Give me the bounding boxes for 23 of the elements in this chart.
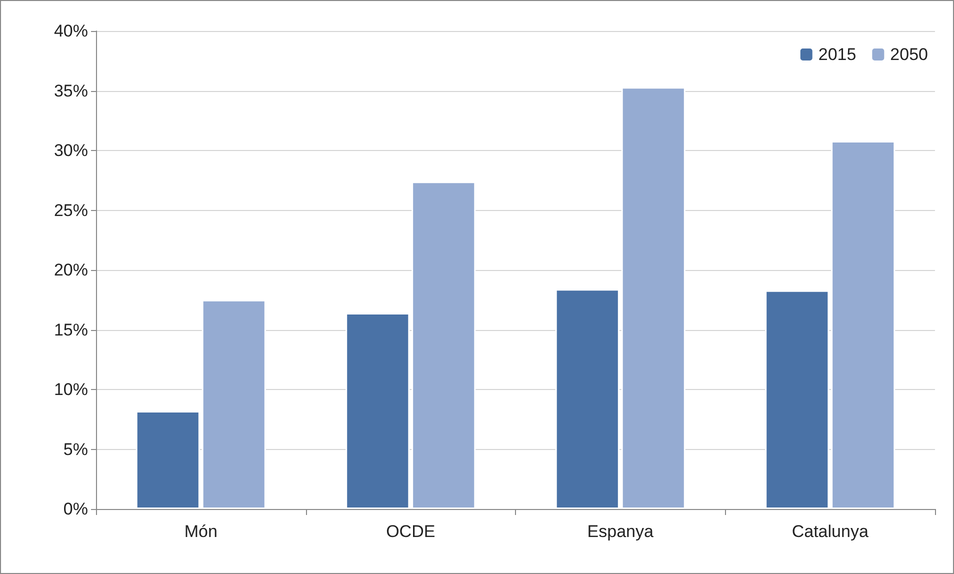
y-tick-label: 0% bbox=[63, 500, 88, 518]
y-tick-label: 5% bbox=[63, 440, 88, 459]
y-tick-label: 20% bbox=[54, 260, 88, 280]
bar bbox=[412, 182, 476, 509]
bar bbox=[555, 289, 620, 509]
x-tick-label: Món bbox=[184, 522, 218, 541]
y-tick-label: 10% bbox=[54, 380, 88, 399]
y-tick-label: 25% bbox=[54, 200, 88, 220]
y-tick-label: 15% bbox=[54, 320, 88, 340]
bar bbox=[765, 290, 830, 509]
x-tick-label: Espanya bbox=[587, 522, 654, 541]
x-tick-label: Catalunya bbox=[792, 522, 869, 541]
bar bbox=[621, 87, 686, 509]
x-tick-label: OCDE bbox=[386, 522, 436, 541]
legend-label: 2015 bbox=[818, 45, 856, 64]
legend-label: 2050 bbox=[890, 45, 928, 64]
bar bbox=[202, 300, 266, 509]
bar bbox=[136, 411, 200, 509]
y-tick-label: 40% bbox=[54, 22, 88, 40]
bar bbox=[831, 140, 896, 509]
bar bbox=[346, 313, 410, 509]
y-tick-label: 35% bbox=[54, 81, 88, 100]
y-tick-label: 30% bbox=[54, 141, 88, 160]
